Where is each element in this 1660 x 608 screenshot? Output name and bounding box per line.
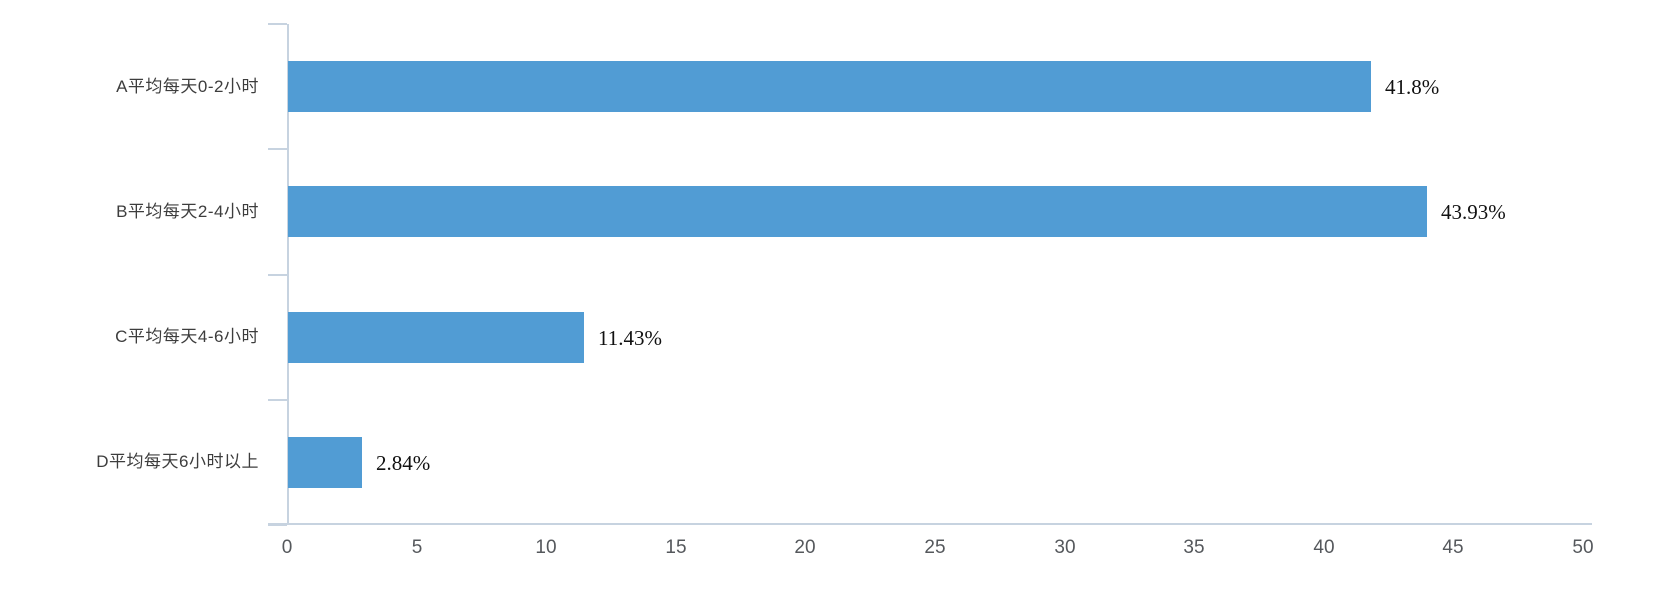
bar: [288, 61, 1371, 112]
x-axis-tick-label: 5: [411, 537, 423, 558]
x-axis-line: [268, 523, 1592, 525]
bar: [288, 437, 362, 488]
y-axis-tick: [268, 399, 287, 401]
x-axis-tick-label: 50: [1572, 537, 1594, 558]
x-axis-tick-label: 35: [1183, 537, 1205, 558]
x-axis-tick-label: 45: [1442, 537, 1464, 558]
category-label: B平均每天2-4小时: [116, 202, 259, 221]
category-label: A平均每天0-2小时: [116, 77, 259, 96]
x-axis-tick-label: 15: [665, 537, 687, 558]
value-label: 43.93%: [1441, 200, 1506, 224]
bar: [288, 186, 1427, 237]
category-label: D平均每天6小时以上: [96, 452, 259, 471]
bar: [288, 312, 584, 363]
y-axis-line: [287, 24, 289, 525]
x-axis-tick-label: 25: [924, 537, 946, 558]
x-axis-tick-label: 20: [794, 537, 816, 558]
y-axis-tick: [268, 274, 287, 276]
category-label: C平均每天4-6小时: [115, 327, 259, 346]
value-label: 41.8%: [1385, 75, 1440, 99]
x-axis-tick-label: 40: [1313, 537, 1335, 558]
x-axis-tick-label: 0: [281, 537, 293, 558]
y-axis-tick: [268, 148, 287, 150]
value-label: 2.84%: [376, 451, 431, 475]
value-label: 11.43%: [598, 326, 662, 350]
y-axis-tick: [268, 524, 287, 526]
x-axis-tick-label: 30: [1054, 537, 1076, 558]
x-axis-tick-label: 10: [535, 537, 557, 558]
y-axis-tick: [268, 23, 287, 25]
